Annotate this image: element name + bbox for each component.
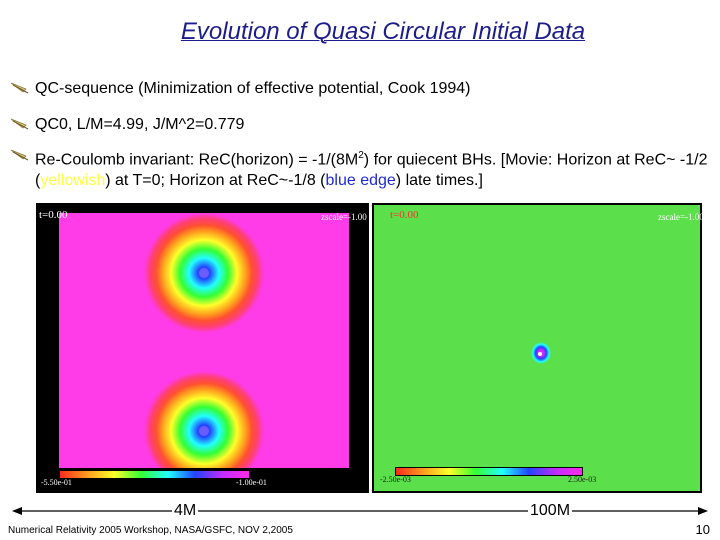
bullet-arrow-icon: [10, 149, 29, 161]
bullet-text-part: Re-Coulomb invariant: ReC(horizon) = -1/…: [35, 151, 359, 169]
puncture-lower: [199, 426, 209, 436]
bullet-arrow-icon: [10, 82, 29, 94]
bullet-text: QC0, L/M=4.99, J/M^2=0.779: [35, 116, 245, 133]
pink-field: [59, 213, 349, 491]
page-number: 10: [695, 522, 710, 537]
simulation-frame-right: t=0.00 zscale=-1.00 -2.50e-03 2.50e-03: [372, 203, 702, 493]
bullet-arrow-icon: [10, 118, 29, 130]
bullet-text: Re-Coulomb invariant: ReC(horizon) = -1/…: [35, 145, 719, 191]
superscript: 2: [358, 150, 364, 161]
colorbar-max-label: 2.50e-03: [568, 475, 597, 484]
zscale-label: zscale=-1.00: [321, 212, 367, 222]
colorbar-min-label: -2.50e-03: [380, 475, 411, 484]
time-label: t=0.00: [390, 209, 419, 221]
merged-center: [538, 352, 542, 356]
time-arrow: [12, 507, 708, 515]
black-hole-pair-plot: [144, 213, 264, 491]
colorbar-right: [395, 467, 583, 476]
time-label: t=0.00: [39, 209, 68, 221]
time-caption-left: 4M: [172, 502, 199, 520]
footer-text: Numerical Relativity 2005 Workshop, NASA…: [8, 525, 293, 536]
zscale-label: zscale=-1.00: [658, 212, 702, 222]
bullet-text-part: ) at T=0; Horizon at ReC~-1/8 (: [105, 172, 326, 190]
time-caption-right: 100M: [528, 502, 573, 520]
slide-title: Evolution of Quasi Circular Initial Data: [180, 18, 586, 45]
blue-edge-highlight: blue edge: [325, 172, 396, 190]
bullet-text: QC-sequence (Minimization of effective p…: [35, 80, 471, 97]
colorbar-max-label: -1.00e-01: [236, 478, 267, 487]
merged-horizon-plot: [531, 342, 551, 364]
black-hole-lower: [144, 371, 264, 491]
colorbar-min-label: -5.50e-01: [41, 478, 72, 487]
puncture-upper: [199, 268, 209, 278]
simulation-frame-left: t=0.00 zscale=-1.00 -5.50e-01 -1.00e-01: [36, 203, 369, 493]
bullet-text-part: ) for quiecent BHs. [Movie: Horizon at R…: [35, 151, 708, 190]
green-field: [374, 205, 700, 491]
yellowish-highlight: yellowish: [40, 172, 106, 190]
bullet-text-part: ) late times.]: [395, 172, 483, 190]
colorbar-left: [59, 470, 250, 479]
